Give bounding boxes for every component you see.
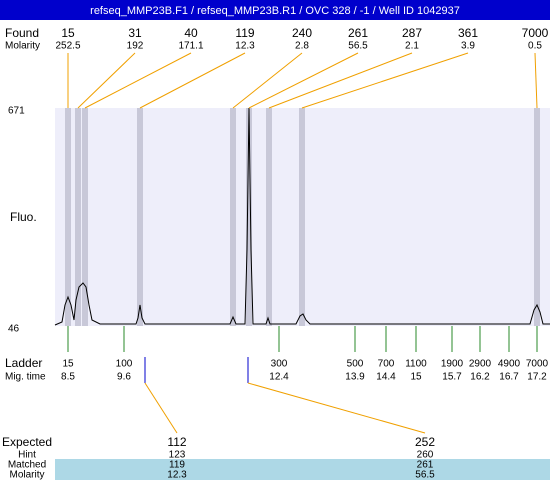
trace <box>54 107 550 326</box>
ladder-size: 7000 <box>526 359 549 370</box>
y-top-label: 671 <box>8 106 25 117</box>
row-label: Matched <box>8 460 46 471</box>
peak-molarity: 171.1 <box>178 41 203 52</box>
peak-band <box>246 108 252 326</box>
expected-expected: 112 <box>167 435 186 449</box>
ladder-time: 17.2 <box>527 372 547 383</box>
ladder-time: 15.7 <box>442 372 462 383</box>
peak-size: 119 <box>235 26 254 40</box>
expected-matched: 261 <box>417 460 434 471</box>
ladder-time: 14.4 <box>376 372 396 383</box>
ladder-size: 100 <box>116 359 133 370</box>
peak-molarity: 252.5 <box>55 41 80 52</box>
peak-band <box>65 108 71 326</box>
mig-time-label: Mig. time <box>5 372 46 383</box>
peak-connector <box>139 52 246 109</box>
peak-size: 7000 <box>522 26 549 40</box>
peak-molarity: 3.9 <box>461 41 475 52</box>
peak-molarity: 12.3 <box>235 41 255 52</box>
peak-connector <box>248 52 359 109</box>
peak-connector <box>534 52 538 109</box>
found-label: Found <box>5 26 39 40</box>
matched-band <box>55 459 550 480</box>
peak-size: 287 <box>402 26 422 40</box>
expected-molarity: 56.5 <box>415 470 435 480</box>
title: refseq_MMP23B.F1 / refseq_MMP23B.R1 / OV… <box>90 5 460 17</box>
expected-molarity: 12.3 <box>167 470 187 480</box>
peak-connector <box>77 52 136 109</box>
molarity-label: Molarity <box>5 41 40 52</box>
ladder-size: 1100 <box>405 359 427 370</box>
expected-matched: 119 <box>169 460 185 471</box>
expected-hint: 123 <box>169 450 186 461</box>
expected-hint: 260 <box>417 450 434 461</box>
ladder-time: 13.9 <box>345 372 365 383</box>
row-label: Expected <box>2 435 52 449</box>
peak-band <box>75 108 81 326</box>
ladder-time: 8.5 <box>61 372 75 383</box>
peak-connector <box>84 52 192 109</box>
peak-connector <box>232 52 303 109</box>
peak-molarity: 2.8 <box>295 41 309 52</box>
row-label: Molarity <box>9 470 44 480</box>
row-label: Hint <box>18 450 36 461</box>
peak-size: 361 <box>458 26 478 40</box>
peak-band <box>534 108 540 326</box>
title-bar <box>0 0 550 20</box>
ladder-time: 16.2 <box>470 372 490 383</box>
y-bottom-label: 46 <box>8 324 20 335</box>
ladder-label: Ladder <box>5 356 42 370</box>
ladder-size: 2900 <box>469 359 492 370</box>
peak-connector <box>301 52 469 109</box>
peak-band <box>137 108 143 326</box>
peak-size: 240 <box>292 26 312 40</box>
peak-size: 31 <box>128 26 142 40</box>
ladder-size: 300 <box>271 359 288 370</box>
peak-molarity: 56.5 <box>348 41 368 52</box>
expected-expected: 252 <box>415 435 435 449</box>
peak-band <box>230 108 236 326</box>
ladder-time: 9.6 <box>117 372 131 383</box>
peak-size: 261 <box>348 26 368 40</box>
ladder-size: 500 <box>347 359 364 370</box>
ladder-time: 15 <box>410 372 422 383</box>
peak-molarity: 0.5 <box>528 41 542 52</box>
ladder-time: 12.4 <box>269 372 289 383</box>
peak-band <box>266 108 272 326</box>
peak-size: 40 <box>184 26 198 40</box>
y-axis-label: Fluo. <box>10 210 37 224</box>
peak-connector <box>268 52 413 109</box>
peak-size: 15 <box>61 26 75 40</box>
ladder-size: 1900 <box>441 359 464 370</box>
peak-band <box>299 108 305 326</box>
ladder-size: 15 <box>62 359 74 370</box>
peak-band <box>82 108 88 326</box>
peak-molarity: 2.1 <box>405 41 419 52</box>
expected-connector <box>144 382 178 434</box>
ladder-size: 4900 <box>498 359 521 370</box>
peak-molarity: 192 <box>127 41 144 52</box>
expected-connector <box>247 382 426 434</box>
ladder-size: 700 <box>378 359 395 370</box>
ladder-time: 16.7 <box>499 372 519 383</box>
